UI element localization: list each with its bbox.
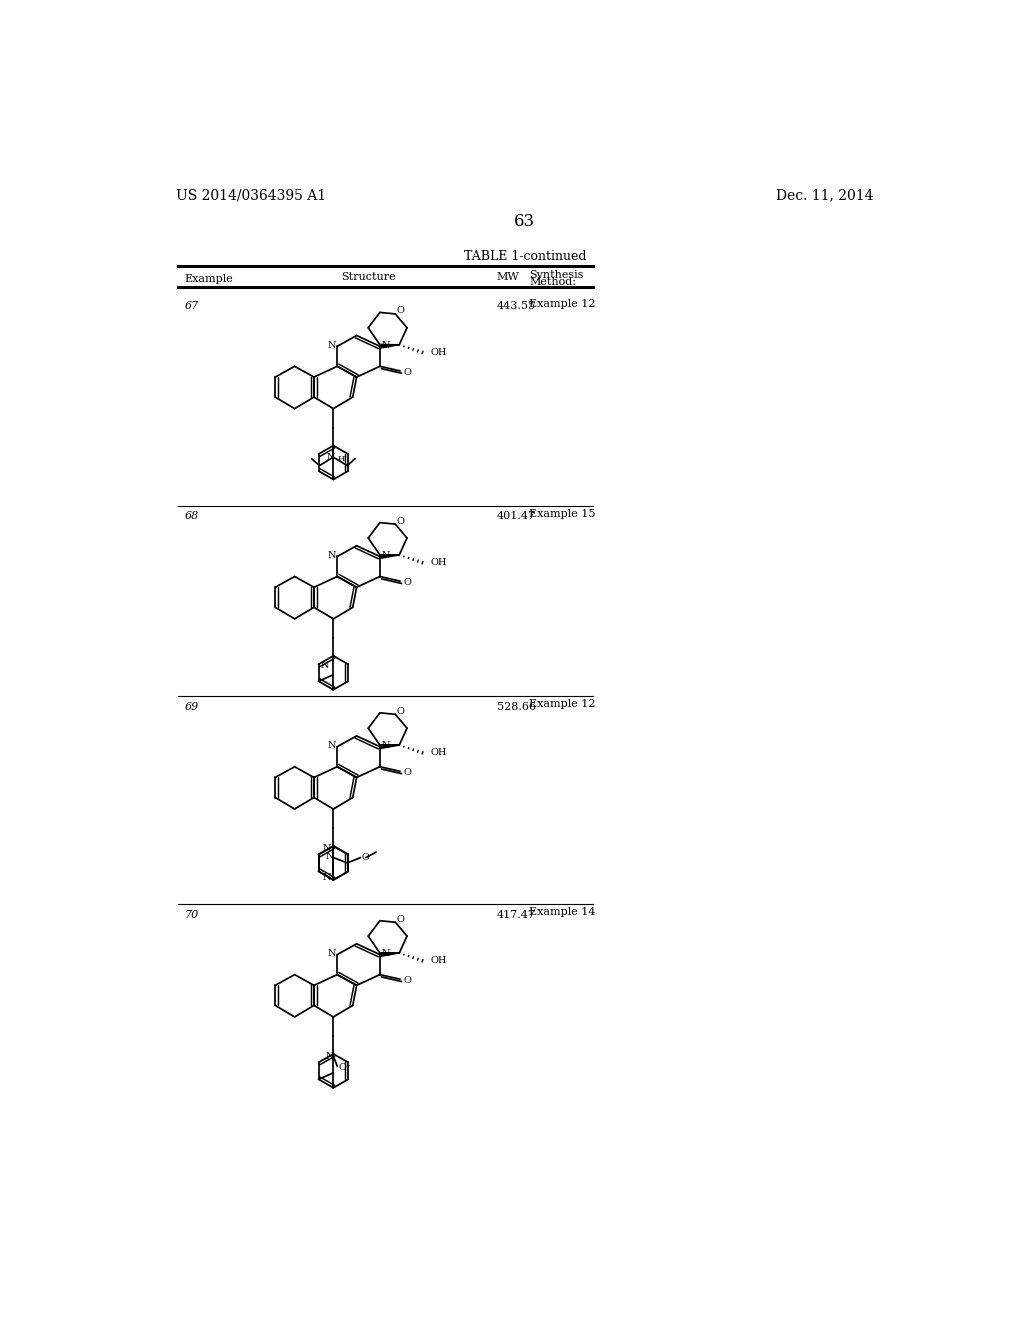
- Text: N: N: [328, 742, 336, 750]
- Text: OH: OH: [430, 348, 446, 356]
- Polygon shape: [380, 554, 399, 558]
- Text: N: N: [327, 453, 335, 462]
- Text: OH: OH: [430, 558, 446, 568]
- Text: 417.47: 417.47: [497, 909, 536, 920]
- Polygon shape: [380, 953, 399, 957]
- Text: O: O: [397, 706, 404, 715]
- Text: 69: 69: [184, 702, 199, 711]
- Text: O: O: [403, 368, 411, 378]
- Polygon shape: [380, 345, 399, 348]
- Text: N: N: [381, 552, 390, 560]
- Text: N: N: [328, 341, 336, 350]
- Text: H: H: [338, 454, 345, 463]
- Polygon shape: [380, 744, 399, 748]
- Text: O: O: [397, 516, 404, 525]
- Text: 443.55: 443.55: [497, 301, 536, 312]
- Text: 67: 67: [184, 301, 199, 312]
- Text: Example 12: Example 12: [529, 700, 596, 709]
- Text: Example 14: Example 14: [529, 907, 596, 917]
- Text: TABLE 1-continued: TABLE 1-continued: [464, 251, 586, 264]
- Text: O: O: [403, 578, 411, 587]
- Text: N: N: [328, 552, 336, 560]
- Text: O: O: [397, 915, 404, 924]
- Text: N: N: [326, 1052, 335, 1061]
- Text: N: N: [321, 661, 329, 671]
- Text: 68: 68: [184, 511, 199, 521]
- Text: Example 12: Example 12: [529, 298, 596, 309]
- Text: O⁻: O⁻: [338, 1064, 351, 1072]
- Text: 63: 63: [514, 213, 536, 230]
- Text: Synthesis: Synthesis: [529, 269, 584, 280]
- Text: Structure: Structure: [341, 272, 395, 282]
- Text: N: N: [381, 949, 390, 958]
- Text: O: O: [361, 853, 369, 862]
- Text: N: N: [323, 843, 331, 853]
- Text: N: N: [381, 742, 390, 750]
- Text: N: N: [328, 949, 336, 958]
- Text: OH: OH: [430, 956, 446, 965]
- Text: MW: MW: [496, 272, 519, 282]
- Text: N: N: [323, 873, 331, 882]
- Text: Example 15: Example 15: [529, 510, 596, 519]
- Text: Dec. 11, 2014: Dec. 11, 2014: [776, 189, 873, 202]
- Text: US 2014/0364395 A1: US 2014/0364395 A1: [176, 189, 327, 202]
- Text: Example: Example: [184, 275, 233, 284]
- Text: N: N: [326, 853, 335, 861]
- Text: OH: OH: [430, 748, 446, 758]
- Text: N: N: [381, 341, 390, 350]
- Text: O: O: [403, 977, 411, 985]
- Text: O: O: [403, 768, 411, 777]
- Text: O: O: [397, 306, 404, 315]
- Text: 70: 70: [184, 909, 199, 920]
- Text: Method:: Method:: [529, 277, 577, 286]
- Text: 401.47: 401.47: [497, 511, 536, 521]
- Text: 528.66: 528.66: [497, 702, 536, 711]
